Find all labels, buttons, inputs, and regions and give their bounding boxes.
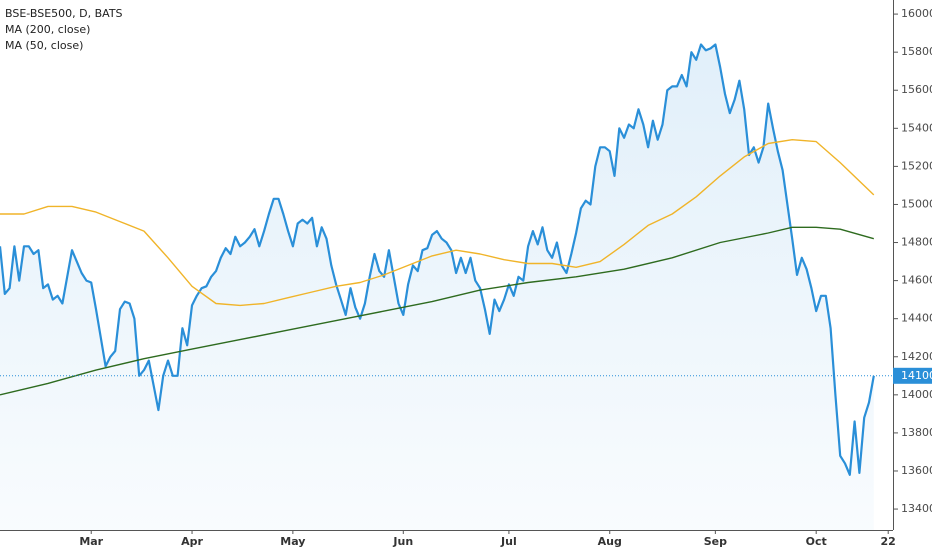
line [0,43,875,476]
y-tick-label: 14400 [901,312,932,325]
legend-entry: BSE-BSE500, D, BATS [5,7,123,20]
legend-entry: MA (200, close) [5,23,90,36]
plot [0,43,875,530]
y-tick-label: 15800 [901,45,932,58]
price-label: 14100 [901,369,932,382]
x-tick-label: Apr [181,535,203,548]
legend-entry: MA (50, close) [5,39,83,52]
line [0,139,875,307]
y-tick-label: 15000 [901,197,932,210]
area [0,44,874,530]
y-tick-label: 15400 [901,121,932,134]
price-label-box [893,367,932,384]
y-tick-label: 14600 [901,274,932,287]
x-tick-label: Oct [806,535,827,548]
line [0,226,874,396]
y-tick-label: 14200 [901,350,932,363]
x-tick-label: 22 [881,535,896,548]
y-tick-label: 13800 [901,426,932,439]
y-tick-label: 15600 [901,83,932,96]
y-tick-label: 14800 [901,236,932,249]
y-tick-label: 14000 [901,388,932,401]
x-tick-label: Mar [79,535,103,548]
y-tick-label: 16000 [901,7,932,20]
x-tick-label: Jul [500,535,517,548]
y-tick-label: 13400 [901,502,932,515]
x-tick-label: Aug [598,535,622,548]
x-tick-label: Sep [704,535,727,548]
x-tick-label: May [280,535,305,548]
x-tick-label: Jun [392,535,413,548]
y-tick-label: 15200 [901,159,932,172]
y-tick-label: 13600 [901,464,932,477]
